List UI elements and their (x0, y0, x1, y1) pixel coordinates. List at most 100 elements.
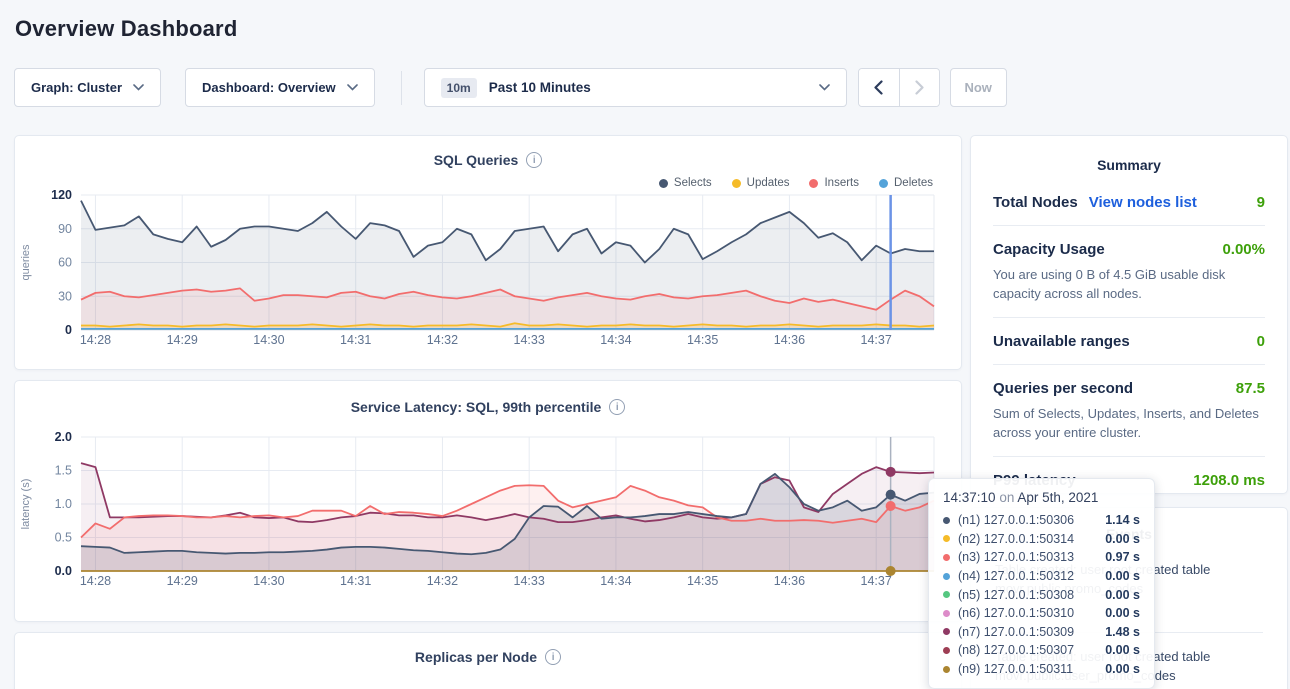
controls-divider (401, 71, 402, 105)
view-nodes-list-link[interactable]: View nodes list (1089, 194, 1197, 211)
summary-label: Total Nodes (993, 194, 1078, 211)
time-step-buttons (858, 68, 940, 107)
tooltip-row: (n7) 127.0.0.1:503091.48 s (943, 623, 1140, 642)
info-icon[interactable]: i (545, 649, 561, 665)
tooltip-row: (n1) 127.0.0.1:503061.14 s (943, 511, 1140, 530)
svg-text:60: 60 (58, 256, 72, 270)
svg-text:14:31: 14:31 (340, 574, 371, 588)
tooltip-node-address: (n1) 127.0.0.1:50306 (958, 513, 1074, 527)
summary-label: Capacity Usage (993, 241, 1105, 258)
tooltip-node-address: (n4) 127.0.0.1:50312 (958, 569, 1074, 583)
tooltip-row: (n8) 127.0.0.1:503070.00 s (943, 641, 1140, 660)
dashboard-selector-label: Dashboard: Overview (202, 80, 336, 95)
service-latency-chart[interactable]: 0.00.51.01.52.014:2814:2914:3014:3114:32… (15, 423, 961, 604)
svg-text:14:37: 14:37 (861, 333, 892, 347)
tooltip-node-value: 1.48 s (1105, 625, 1140, 639)
sql-queries-chart-card: SQL Queries i Selects Updates Inserts Delet… (14, 135, 962, 370)
previous-time-window-button[interactable] (859, 69, 899, 106)
tooltip-node-value: 0.97 s (1105, 550, 1140, 564)
legend-item-updates[interactable]: Updates (732, 176, 790, 190)
svg-text:0.5: 0.5 (55, 531, 72, 545)
series-color-dot (943, 610, 950, 617)
legend-item-deletes[interactable]: Deletes (879, 176, 933, 190)
series-color-dot (943, 535, 950, 542)
svg-text:14:32: 14:32 (427, 333, 458, 347)
tooltip-node-value: 0.00 s (1105, 569, 1140, 583)
legend-item-selects[interactable]: Selects (659, 176, 712, 190)
tooltip-node-value: 0.00 s (1105, 588, 1140, 602)
tooltip-node-address: (n9) 127.0.0.1:50311 (958, 662, 1073, 676)
svg-text:1.5: 1.5 (55, 464, 72, 478)
sql-queries-chart-title: SQL Queries (434, 152, 519, 168)
tooltip-node-address: (n5) 127.0.0.1:50308 (958, 588, 1074, 602)
summary-value: 0 (1257, 333, 1265, 350)
graph-selector-dropdown[interactable]: Graph: Cluster (14, 68, 161, 107)
series-color-dot (943, 666, 950, 673)
summary-card: Summary Total NodesView nodes list9Capac… (970, 135, 1288, 494)
sql-queries-legend: Selects Updates Inserts Deletes (15, 168, 961, 190)
service-latency-chart-title: Service Latency: SQL, 99th percentile (351, 399, 602, 415)
replicas-per-node-chart-header: Replicas per Node i (15, 633, 961, 665)
tooltip-row: (n3) 127.0.0.1:50313 0.97 s (943, 548, 1140, 567)
summary-value: 0.00% (1222, 241, 1265, 258)
summary-value: 9 (1257, 194, 1265, 211)
svg-text:14:34: 14:34 (600, 574, 631, 588)
chevron-down-icon (347, 84, 358, 91)
chevron-right-icon (915, 80, 924, 95)
summary-value: 87.5 (1236, 380, 1265, 397)
tooltip-row: (n9) 127.0.0.1:50311 0.00 s (943, 660, 1140, 679)
svg-text:14:35: 14:35 (687, 333, 718, 347)
legend-item-inserts[interactable]: Inserts (809, 176, 859, 190)
series-color-dot (943, 517, 950, 524)
summary-description: Sum of Selects, Updates, Inserts, and De… (993, 404, 1265, 442)
time-range-label: Past 10 Minutes (489, 80, 591, 95)
summary-label: Queries per second (993, 380, 1133, 397)
tooltip-node-value: 0.00 s (1105, 662, 1140, 676)
next-time-window-button[interactable] (899, 69, 939, 106)
now-button[interactable]: Now (950, 68, 1007, 107)
info-icon[interactable]: i (526, 152, 542, 168)
series-color-dot (943, 591, 950, 598)
chevron-down-icon (819, 84, 830, 91)
svg-text:14:28: 14:28 (80, 333, 111, 347)
svg-text:14:33: 14:33 (514, 574, 545, 588)
sql-queries-chart-header: SQL Queries i (15, 136, 961, 168)
graph-selector-label: Graph: Cluster (31, 80, 122, 95)
tooltip-node-value: 0.00 s (1105, 643, 1140, 657)
tooltip-node-address: (n6) 127.0.0.1:50310 (958, 606, 1074, 620)
summary-rows: Total Nodes View nodes list 9 Capacity Usag… (993, 179, 1265, 503)
tooltip-node-value: 0.00 s (1105, 606, 1140, 620)
charts-column: SQL Queries i Selects Updates Inserts Delet… (14, 135, 962, 689)
svg-text:0: 0 (65, 323, 72, 337)
chart-hover-tooltip: 14:37:10 on Apr 5th, 2021 (n1) 127.0.0.1… (928, 478, 1155, 689)
series-color-dot (943, 554, 950, 561)
summary-row: Queries per second 87.5 Sum of Selects, Up… (993, 365, 1265, 457)
sql-queries-chart[interactable]: 030609012014:2814:2914:3014:3114:3214:33… (15, 190, 961, 367)
series-color-dot (943, 573, 950, 580)
summary-description: You are using 0 B of 4.5 GiB usable disk… (993, 265, 1265, 303)
tooltip-row: (n6) 127.0.0.1:50310 0.00 s (943, 604, 1140, 623)
svg-text:14:35: 14:35 (687, 574, 718, 588)
replicas-per-node-chart-card: Replicas per Node i (14, 632, 962, 689)
svg-text:1.0: 1.0 (55, 497, 72, 511)
dashboard-controls: Graph: Cluster Dashboard: Overview 10m P… (14, 68, 1276, 107)
svg-text:latency (s): latency (s) (20, 479, 32, 530)
tooltip-node-value: 0.00 s (1105, 532, 1140, 546)
time-range-dropdown[interactable]: 10m Past 10 Minutes (424, 68, 847, 107)
service-latency-chart-header: Service Latency: SQL, 99th percentile i (15, 381, 961, 415)
svg-text:14:31: 14:31 (340, 333, 371, 347)
chevron-left-icon (874, 80, 883, 95)
tooltip-node-address: (n3) 127.0.0.1:50313 (958, 550, 1074, 564)
info-icon[interactable]: i (609, 399, 625, 415)
tooltip-rows: (n1) 127.0.0.1:503061.14 s(n2) 127.0.0.1… (943, 511, 1140, 678)
svg-text:30: 30 (58, 289, 72, 303)
legend-dot (659, 179, 668, 188)
svg-text:2.0: 2.0 (55, 430, 72, 444)
svg-text:14:28: 14:28 (80, 574, 111, 588)
svg-text:120: 120 (51, 190, 72, 202)
svg-text:14:34: 14:34 (600, 333, 631, 347)
svg-text:14:30: 14:30 (253, 574, 284, 588)
svg-text:14:37: 14:37 (861, 574, 892, 588)
dashboard-selector-dropdown[interactable]: Dashboard: Overview (185, 68, 375, 107)
page-title: Overview Dashboard (0, 0, 1290, 42)
